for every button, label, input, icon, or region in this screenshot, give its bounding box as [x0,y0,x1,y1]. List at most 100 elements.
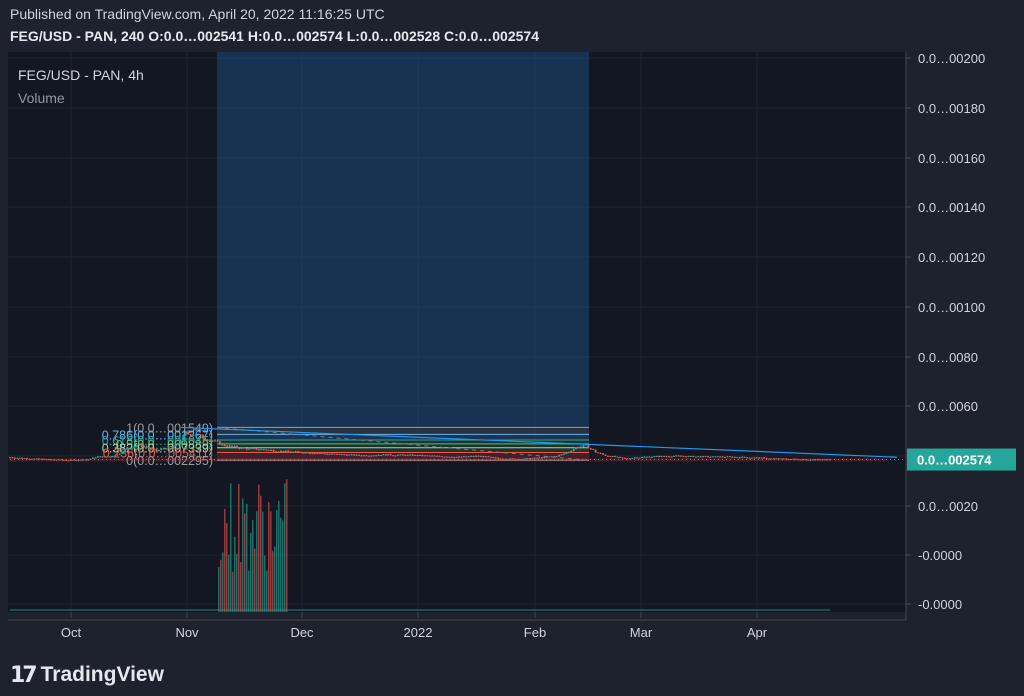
fib-band [217,447,589,453]
candles [9,430,831,462]
candle-body [167,446,170,449]
candle-body [621,457,624,459]
candle-body [67,460,70,462]
candle-body [172,446,175,448]
candle-body [270,449,273,451]
candle-body [509,458,512,460]
candle-body [394,455,397,457]
candle-body [343,454,346,456]
volume-bar [228,554,230,612]
candle-body [35,458,38,460]
candle-body [326,453,329,455]
candle-body [714,456,717,458]
candle-body [184,432,187,436]
candle-body [733,457,736,459]
candle-body [238,447,241,449]
candle-body [555,456,558,458]
candle-body [504,458,507,460]
candle-body [562,453,565,455]
candle-body [719,456,722,458]
candle-body [279,450,282,452]
candle-body [489,456,492,458]
candle-body [333,453,336,455]
candle-body [702,456,705,458]
candle-body [174,444,177,447]
candle-body [470,456,473,458]
x-tick-label: Mar [630,625,653,640]
candle-body [492,456,495,458]
candle-body [514,458,517,460]
candle-body [638,457,641,459]
candle-body [304,452,307,454]
x-tick-label: Feb [524,625,546,640]
candle-body [711,456,714,458]
trendline[interactable] [180,426,898,458]
candle-body [194,434,197,436]
tradingview-logo[interactable]: 17 TradingView [10,662,164,688]
volume-bar [220,559,222,612]
overlays[interactable] [9,426,906,462]
fibonacci-retracement[interactable]: 1(0.0…001549)0.786(0.0…001267)0.618(0.0…… [102,52,590,468]
candle-body [460,456,463,458]
candle-body [118,453,121,455]
candle-body [421,454,424,456]
candle-body [484,456,487,458]
candle-body [316,453,319,455]
x-axis[interactable]: Oct Nov Dec 2022 Feb Mar Apr [8,612,906,640]
candle-body [84,459,87,461]
candle-body [404,454,407,456]
y-axis[interactable]: 0.0…00200 0.0…00180 0.0…00160 0.0…00140 0.0…… [905,51,1016,620]
candle-body [780,458,783,460]
candle-body [599,452,602,454]
candle-body [152,448,155,450]
volume-bar [270,511,272,612]
fib-band-top [217,52,589,428]
candle-body [216,440,219,442]
fib-level-label: 0.382(0.0…007339) [102,442,213,456]
candle-body [480,456,483,458]
candle-body [602,453,605,455]
candle-body [28,458,31,460]
candle-body [267,449,270,451]
candle-body [338,453,341,455]
candle-body [782,458,785,460]
candle-body [52,459,55,461]
candle-body [687,456,690,458]
volume-bar [242,498,244,612]
candle-body [228,445,231,447]
fib-level-label: 0.618(0.0…001045) [102,434,213,448]
candle-body [209,440,212,442]
candle-body [440,456,443,458]
volume-bar [230,483,232,612]
candle-body [155,449,158,452]
candle-body [353,454,356,456]
tradingview-logo-text: TradingView [40,663,164,686]
candle-body [248,448,251,450]
candle-body [526,458,529,460]
candle-body [218,441,221,445]
candle-body [30,458,33,460]
candle-body [138,444,141,446]
fib-band [217,443,589,448]
candle-body [802,459,805,461]
candle-body [372,455,375,457]
candle-body [528,458,531,460]
candle-body [809,459,812,461]
candle-body [387,454,390,456]
candle-body [750,457,753,459]
candle-body [445,456,448,458]
candle-body [565,452,568,454]
volume-bar [274,546,276,612]
candle-body [109,456,112,458]
candle-body [475,455,478,457]
candle-body [694,456,697,458]
y-tick-label: 0.0…00140 [918,200,985,215]
y-tick-label: 0.0…0080 [918,350,978,365]
candle-body [645,456,648,458]
fib-level-label: 1(0.0…001549) [126,421,213,435]
candle-body [231,445,234,447]
candle-body [323,453,326,455]
y-tick-label: 0.0…0060 [918,399,978,414]
candle-body [804,459,807,461]
